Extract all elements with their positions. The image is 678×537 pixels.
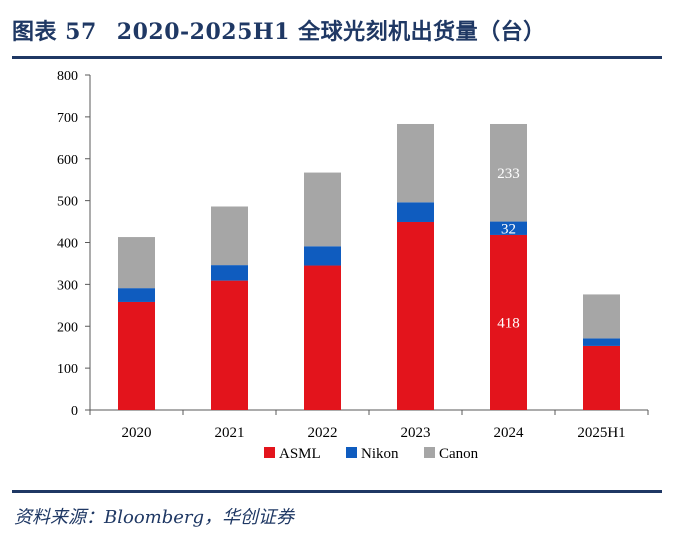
y-tick-label: 700 <box>57 111 78 126</box>
data-label-nikon-2024: 32 <box>501 221 516 237</box>
legend-swatch-asml <box>264 447 275 458</box>
x-axis: 2020 2021 2022 2023 2024 2025H1 <box>89 409 649 441</box>
bar-canon-2020 <box>118 237 155 289</box>
x-tick-label: 2022 <box>308 425 338 441</box>
bar-canon-2021 <box>211 206 248 266</box>
bar-canon-2022 <box>304 172 341 247</box>
bars <box>118 123 620 410</box>
chart-title: 图表 57 2020-2025H1 全球光刻机出货量（台） <box>12 14 662 46</box>
legend-swatch-canon <box>424 447 435 458</box>
data-label-asml-2024: 418 <box>497 315 520 331</box>
data-label-canon-2024: 233 <box>497 166 520 182</box>
bar-asml-2024 <box>490 234 527 410</box>
legend: ASML Nikon Canon <box>264 446 479 462</box>
x-tick-label: 2023 <box>401 425 431 441</box>
figure-number: 图表 57 <box>12 19 97 45</box>
bar-canon-2023 <box>397 123 434 203</box>
source-note: 资料来源：Bloomberg，华创证券 <box>14 507 295 528</box>
y-tick-label: 200 <box>57 320 78 335</box>
y-tick-label: 300 <box>57 278 78 293</box>
x-tick-label: 2024 <box>494 425 525 441</box>
bar-nikon-2024 <box>490 221 527 235</box>
y-tick-label: 800 <box>57 69 78 84</box>
bar-nikon-2023 <box>397 202 434 222</box>
top-rule <box>12 56 662 59</box>
bar-asml-2025h1 <box>583 345 620 410</box>
bar-nikon-2022 <box>304 246 341 266</box>
bar-asml-2023 <box>397 221 434 410</box>
x-tick-label: 2025H1 <box>577 425 625 441</box>
legend-label-nikon: Nikon <box>361 446 399 462</box>
legend-label-canon: Canon <box>439 446 479 462</box>
bar-canon-2024 <box>490 123 527 222</box>
bar-nikon-2021 <box>211 265 248 281</box>
x-tick-label: 2021 <box>215 425 245 441</box>
legend-label-asml: ASML <box>279 446 321 462</box>
y-tick-label: 400 <box>57 237 78 252</box>
bottom-rule <box>12 490 662 493</box>
bar-asml-2022 <box>304 265 341 410</box>
y-axis: 0 100 200 300 400 500 600 700 800 <box>57 69 91 419</box>
y-tick-label: 600 <box>57 153 78 168</box>
bar-canon-2025h1 <box>583 294 620 339</box>
figure-title: 2020-2025H1 全球光刻机出货量（台） <box>116 19 546 45</box>
bar-nikon-2020 <box>118 288 155 302</box>
y-tick-label: 100 <box>57 362 78 377</box>
x-tick-label: 2020 <box>122 425 152 441</box>
y-tick-label: 0 <box>71 404 78 419</box>
bar-nikon-2025h1 <box>583 338 620 346</box>
data-labels: 418 32 233 <box>497 166 520 332</box>
y-tick-label: 500 <box>57 195 78 210</box>
bar-asml-2020 <box>118 301 155 410</box>
legend-swatch-nikon <box>346 447 357 458</box>
bar-asml-2021 <box>211 280 248 410</box>
